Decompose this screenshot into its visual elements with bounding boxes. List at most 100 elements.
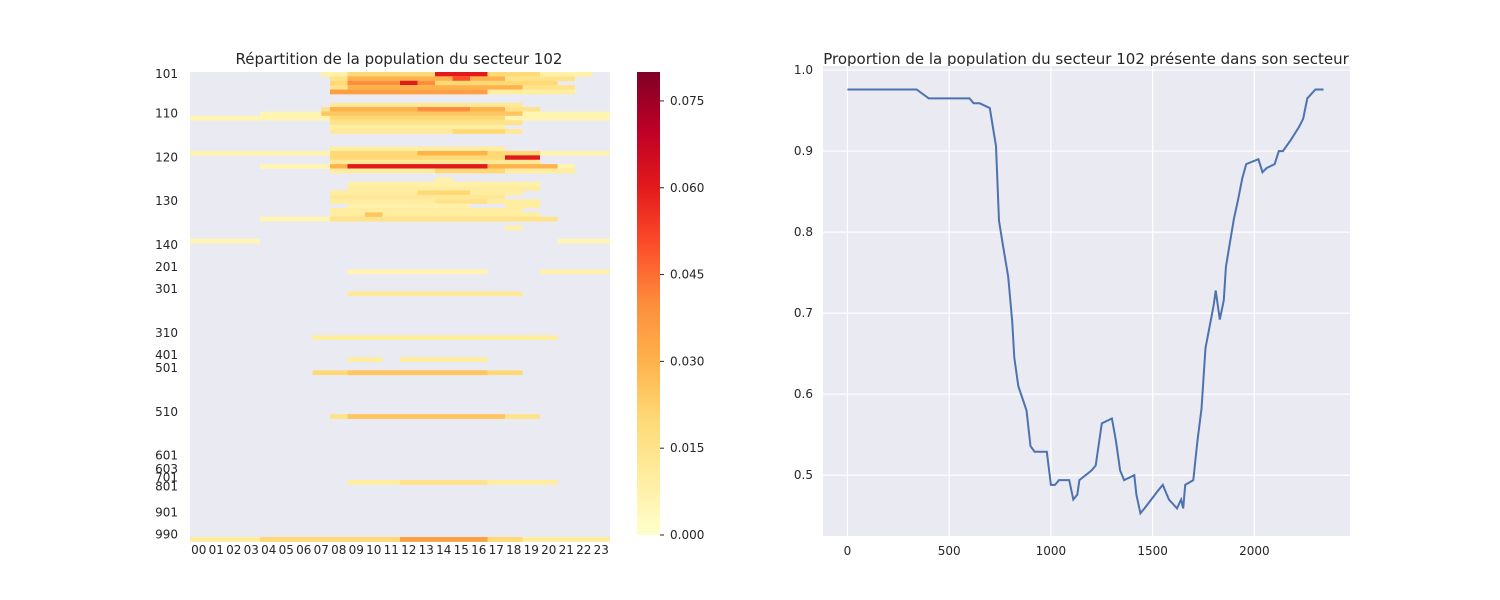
heatmap-x-tick-label: 13 [419,543,434,557]
heatmap-x-tick-label: 20 [541,543,556,557]
colorbar-tick-label: 0.045 [670,268,704,282]
heatmap-x-tick-label: 21 [559,543,574,557]
heatmap-cell [400,357,488,362]
heatmap-cell [417,150,488,156]
heatmap-cell [435,168,505,174]
heatmap-cell [347,203,470,209]
heatmap-cell [260,216,330,222]
heatmap-x-tick-label: 09 [349,543,364,557]
heatmap-y-tick-label: 510 [155,405,178,419]
line-y-tick-label: 1.0 [794,63,813,77]
line-x-tick-label: 1500 [1137,544,1168,558]
heatmap-y-tick-label: 301 [155,282,178,296]
heatmap-y-tick-label: 201 [155,260,178,274]
heatmap-x-tick-label: 19 [524,543,539,557]
heatmap-x-tick-label: 04 [261,543,276,557]
heatmap-cell [330,155,540,161]
line-y-tick-label: 0.6 [794,387,813,401]
heatmap-cells [190,72,610,542]
heatmap-x-tick-label: 07 [314,543,329,557]
heatmap-cell [330,102,523,108]
heatmap-cell [400,80,418,86]
heatmap-y-tick-label: 120 [155,150,178,164]
heatmap-cell [347,414,505,419]
colorbar-tick-label: 0.075 [670,94,704,108]
heatmap-cell [435,177,453,183]
heatmap-x-tick-label: 18 [506,543,521,557]
line-x-tick-label: 2000 [1239,544,1270,558]
heatmap-x-tick-label: 02 [226,543,241,557]
heatmap-cell [540,269,610,275]
heatmap-x-tick-label: 11 [384,543,399,557]
heatmap-x-tick-label: 23 [594,543,609,557]
heatmap-cell [505,225,523,231]
heatmap-x-tick-label: 22 [576,543,591,557]
heatmap-cell [330,159,540,165]
heatmap-cell [330,120,523,126]
colorbar-ticks: 0.000 0.015 0.030 0.045 0.060 0.075 [660,94,704,542]
heatmap-cell [347,291,523,297]
line-x-ticks: 0 500 1000 1500 2000 [844,544,1270,558]
heatmap-x-tick-label: 00 [191,543,206,557]
heatmap-y-tick-label: 310 [155,326,178,340]
heatmap-cell [400,537,488,542]
heatmap-cell [347,80,435,86]
line-y-tick-label: 0.5 [794,468,813,482]
heatmap-cell [557,238,610,244]
heatmap-cell [452,76,470,82]
heatmap-y-tick-label: 901 [155,506,178,520]
heatmap-cell [190,238,260,244]
heatmap-cell [435,199,488,205]
heatmap-x-tick-label: 15 [454,543,469,557]
heatmap-x-tick-label: 12 [401,543,416,557]
line-grid [823,66,1350,536]
heatmap-x-tick-label: 01 [209,543,224,557]
heatmap-cell [330,194,505,200]
heatmap-y-tick-label: 130 [155,194,178,208]
heatmap-x-tick-label: 10 [366,543,381,557]
colorbar [637,72,660,535]
line-y-tick-label: 0.9 [794,144,813,158]
heatmap-cell [417,190,470,196]
heatmap-cell [312,335,558,340]
heatmap-cell [400,479,488,485]
heatmap-cell [347,164,488,169]
heatmap-y-tick-label: 110 [155,106,178,120]
heatmap-cell [347,76,505,82]
heatmap-cell [347,269,488,275]
heatmap-x-tick-label: 16 [471,543,486,557]
heatmap-background [190,72,610,537]
heatmap-cell [330,129,523,134]
heatmap-title: Répartition de la population du secteur … [236,50,563,68]
heatmap-x-tick-label: 14 [436,543,451,557]
heatmap-cell [330,80,558,86]
colorbar-tick-label: 0.030 [670,354,704,368]
heatmap-cell [347,370,488,376]
heatmap-cell [330,146,505,152]
heatmap-cell [347,85,523,90]
heatmap-y-tick-label: 601 [155,449,178,463]
line-plot-area [823,66,1350,536]
heatmap-x-tick-label: 08 [331,543,346,557]
heatmap-cell [365,212,383,218]
line-y-tick-label: 0.8 [794,225,813,239]
heatmap-cell [505,203,540,209]
heatmap-x-ticks: 00 01 02 03 04 05 06 07 08 09 10 11 12 13 14 15 16 17 18 19… [191,543,609,557]
line-y-ticks: 0.5 0.6 0.7 0.8 0.9 1.0 [794,63,813,482]
heatmap-cell [505,155,540,161]
heatmap-y-tick-label: 140 [155,238,178,252]
heatmap-cell [347,181,540,187]
heatmap-cell [330,207,523,213]
heatmap-cell [260,537,523,542]
heatmap-y-tick-label: 801 [155,479,178,493]
heatmap-cell [330,124,505,130]
heatmap-cell [452,129,505,134]
colorbar-tick-label: 0.015 [670,441,704,455]
colorbar-tick-label: 0.060 [670,181,704,195]
heatmap-y-tick-label: 990 [155,528,178,542]
line-series [847,88,1324,516]
heatmap-y-tick-label: 401 [155,348,178,362]
